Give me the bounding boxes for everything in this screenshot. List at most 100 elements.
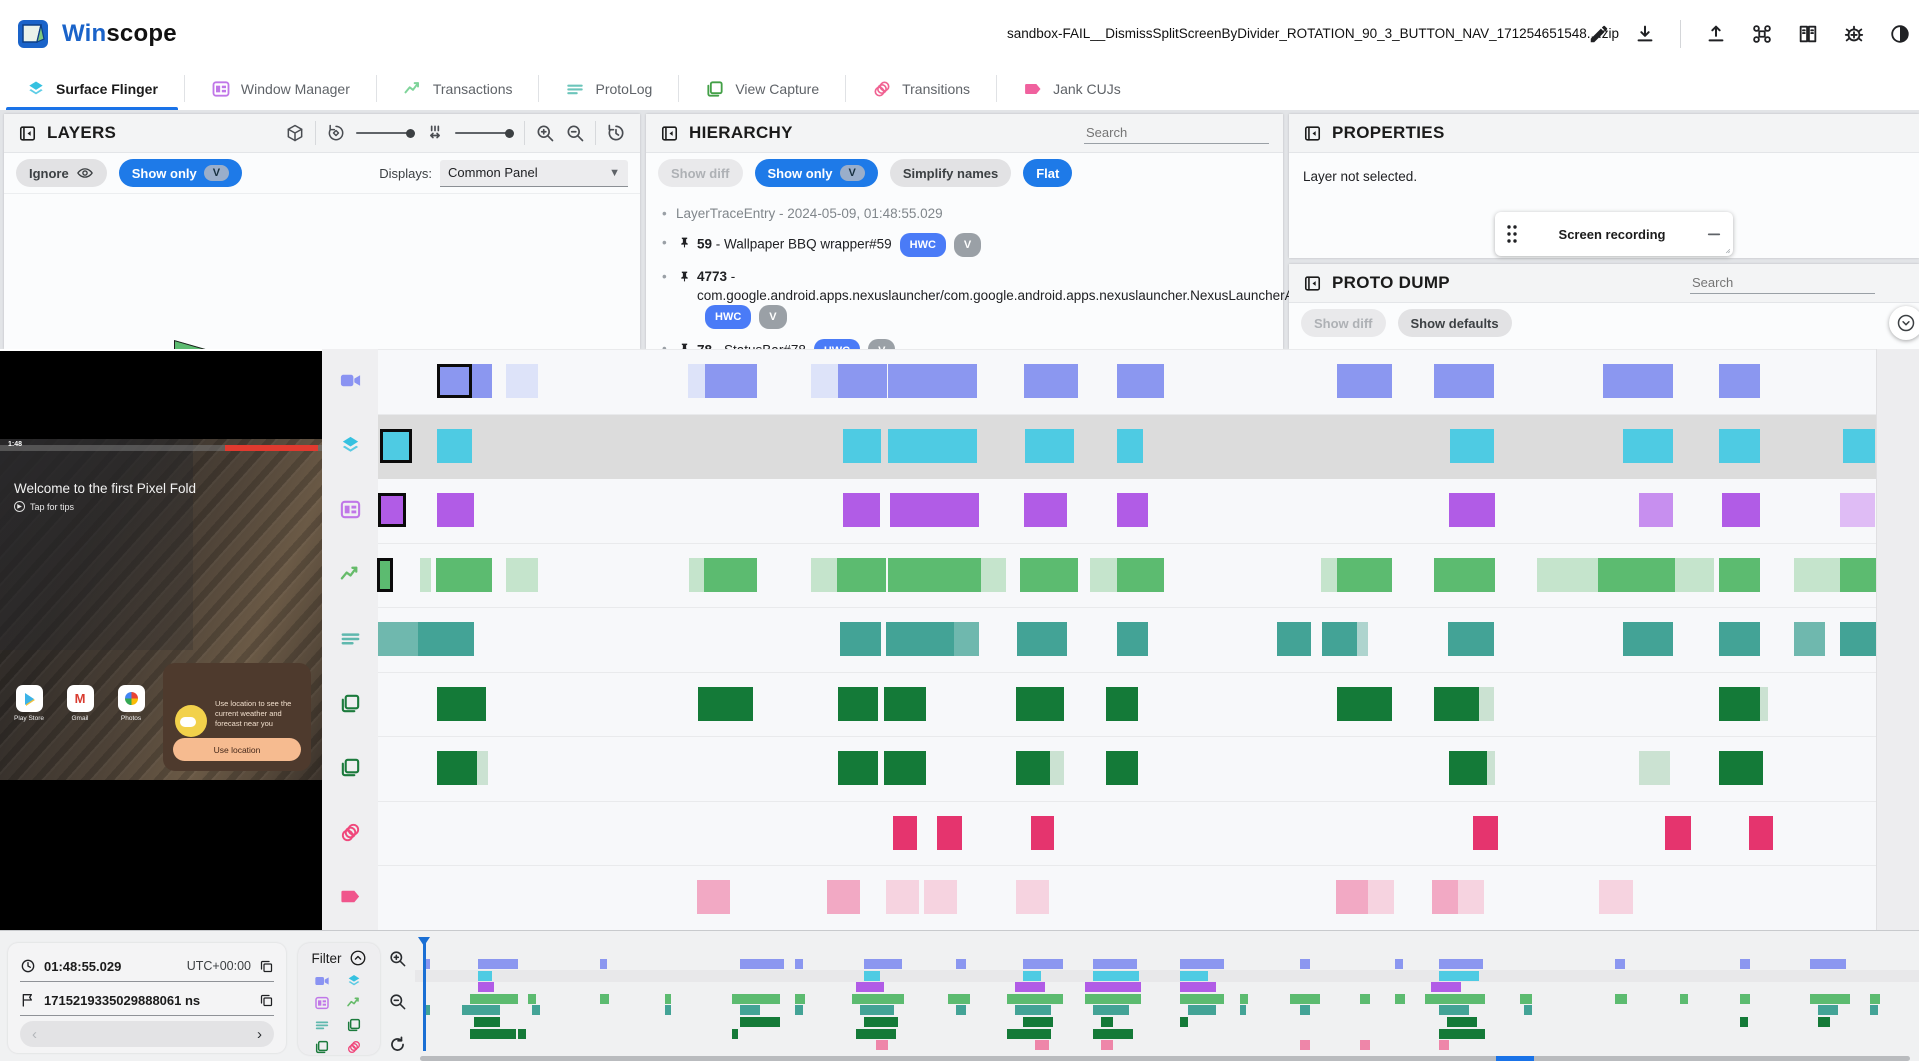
- trace-entry-block[interactable]: [1106, 686, 1138, 721]
- documentation-icon[interactable]: [1797, 23, 1819, 45]
- trace-entry-block[interactable]: [886, 622, 954, 657]
- trace-entry-block[interactable]: [1020, 557, 1078, 592]
- trace-entry-block[interactable]: [843, 493, 880, 528]
- trace-entry-block[interactable]: [1639, 751, 1670, 786]
- trace-entry-block[interactable]: [811, 557, 837, 592]
- trace-entry-block[interactable]: [827, 880, 860, 915]
- trace-entry-block[interactable]: [1337, 686, 1392, 721]
- trace-entry-block[interactable]: [1106, 751, 1138, 786]
- trace-entry-block[interactable]: [890, 493, 979, 528]
- trace-entry-block[interactable]: [1749, 815, 1773, 850]
- app-shortcut[interactable]: M Gmail: [61, 685, 99, 722]
- trace-entry-block[interactable]: [1117, 364, 1164, 399]
- trace-entry-block[interactable]: [837, 557, 886, 592]
- filter-window-icon[interactable]: [314, 995, 330, 1011]
- trace-entry-block[interactable]: [1603, 364, 1673, 399]
- layers-3d-view[interactable]: [4, 306, 640, 349]
- spacing-slider[interactable]: [455, 128, 514, 138]
- trace-entry-block[interactable]: [1719, 751, 1763, 786]
- tree-row[interactable]: • 4773 - com.google.android.apps.nexuslau…: [656, 262, 1365, 334]
- timeline-position-slider[interactable]: [418, 937, 431, 1051]
- trace-entry-block[interactable]: [843, 428, 881, 463]
- trace-entry-block[interactable]: [471, 364, 492, 399]
- proto-search-input[interactable]: [1690, 272, 1879, 293]
- minimap-scrollbar[interactable]: [420, 1056, 1910, 1061]
- trace-entry-block[interactable]: [437, 493, 474, 528]
- trace-entry-block[interactable]: [1337, 364, 1392, 399]
- trace-entry-block[interactable]: [477, 751, 488, 786]
- filter-rings-icon[interactable]: [346, 1039, 362, 1055]
- previous-frame-button[interactable]: ‹: [32, 1025, 37, 1043]
- minimize-icon[interactable]: [1705, 225, 1723, 243]
- trace-entry-block[interactable]: [1719, 686, 1760, 721]
- trace-entry-block[interactable]: [1025, 428, 1074, 463]
- trace-entry-block[interactable]: [1117, 493, 1148, 528]
- show-diff-button[interactable]: Show diff: [658, 159, 743, 187]
- timeline-row-transitions[interactable]: [322, 800, 1919, 867]
- trace-entry-block[interactable]: [1024, 364, 1078, 399]
- zoom-in-icon[interactable]: [535, 123, 555, 143]
- flat-button[interactable]: Flat: [1023, 159, 1073, 187]
- trace-entry-block[interactable]: [1840, 557, 1877, 592]
- show-only-v-button[interactable]: Show only V: [118, 159, 243, 187]
- use-location-button[interactable]: Use location: [173, 738, 301, 761]
- trace-entry-block[interactable]: [436, 557, 492, 592]
- trace-entry-block[interactable]: [1321, 557, 1337, 592]
- show-defaults-button[interactable]: Show defaults: [1397, 309, 1512, 337]
- trace-entry-block[interactable]: [1016, 686, 1064, 721]
- timeline-row-jank-cujs[interactable]: [322, 865, 1919, 930]
- trace-entry-block[interactable]: [1794, 557, 1840, 592]
- photos-app-icon[interactable]: [117, 685, 145, 712]
- trace-entry-block[interactable]: [811, 364, 838, 399]
- filter-squares-icon[interactable]: [314, 1039, 330, 1055]
- filter-lines-icon[interactable]: [314, 1017, 330, 1033]
- minimap-timeline[interactable]: [415, 937, 1919, 1061]
- filter-layers-icon[interactable]: [346, 973, 362, 989]
- trace-entry-block[interactable]: [1623, 428, 1673, 463]
- trace-entry-block[interactable]: [1843, 428, 1875, 463]
- trace-entry-block[interactable]: [1337, 557, 1392, 592]
- trace-entry-block[interactable]: [506, 364, 538, 399]
- trace-entry-block[interactable]: [937, 815, 962, 850]
- trace-entry-block[interactable]: [1368, 880, 1394, 915]
- trace-entry-block[interactable]: [698, 686, 753, 721]
- trace-entry-block[interactable]: [1599, 880, 1633, 915]
- timeline-row-view-capture-2[interactable]: [322, 736, 1919, 802]
- trace-entry-block[interactable]: [1840, 493, 1875, 528]
- selected-trace-entry[interactable]: [378, 493, 406, 528]
- trace-entry-block[interactable]: [1117, 557, 1164, 592]
- trace-entry-block[interactable]: [1031, 815, 1054, 850]
- trace-entry-block[interactable]: [924, 880, 957, 915]
- timeline-row-protolog[interactable]: [322, 607, 1919, 673]
- timeline-row-view-capture-1[interactable]: [322, 671, 1919, 738]
- trace-entry-block[interactable]: [1016, 880, 1049, 915]
- selected-trace-entry[interactable]: [380, 428, 412, 463]
- trace-entry-block[interactable]: [1017, 622, 1067, 657]
- tab-surface-flinger[interactable]: Surface Flinger: [0, 67, 184, 110]
- show-only-v-button[interactable]: Show only V: [754, 159, 878, 187]
- hierarchy-search[interactable]: [1084, 122, 1273, 144]
- panel-toggle-icon[interactable]: [1303, 274, 1322, 293]
- trace-entry-block[interactable]: [1473, 815, 1498, 850]
- trace-entry-block[interactable]: [418, 622, 474, 657]
- copy-icon[interactable]: [259, 993, 274, 1008]
- hierarchy-search-input[interactable]: [1084, 122, 1273, 143]
- trace-entry-block[interactable]: [437, 751, 477, 786]
- trace-entry-block[interactable]: [840, 622, 881, 657]
- tree-row[interactable]: • 59 - Wallpaper BBQ wrapper#59 HWC V: [656, 228, 1283, 262]
- trace-entry-block[interactable]: [1050, 751, 1064, 786]
- trace-entry-block[interactable]: [1479, 686, 1494, 721]
- filter-videocam-icon[interactable]: [314, 973, 330, 989]
- displays-select[interactable]: Common Panel ▼: [440, 159, 628, 187]
- ignore-button[interactable]: Ignore: [16, 159, 107, 187]
- trace-entry-block[interactable]: [1840, 622, 1877, 657]
- resize-handle-icon[interactable]: [1721, 244, 1731, 254]
- trace-entry-block[interactable]: [1117, 622, 1148, 657]
- tab-jank-cujs[interactable]: Jank CUJs: [997, 67, 1147, 110]
- trace-entry-block[interactable]: [838, 686, 878, 721]
- trace-entry-block[interactable]: [1432, 880, 1458, 915]
- trace-entry-block[interactable]: [1449, 751, 1487, 786]
- timeline-row-transactions[interactable]: [322, 542, 1919, 609]
- pin-icon[interactable]: [678, 341, 691, 356]
- trace-entry-block[interactable]: [1449, 493, 1495, 528]
